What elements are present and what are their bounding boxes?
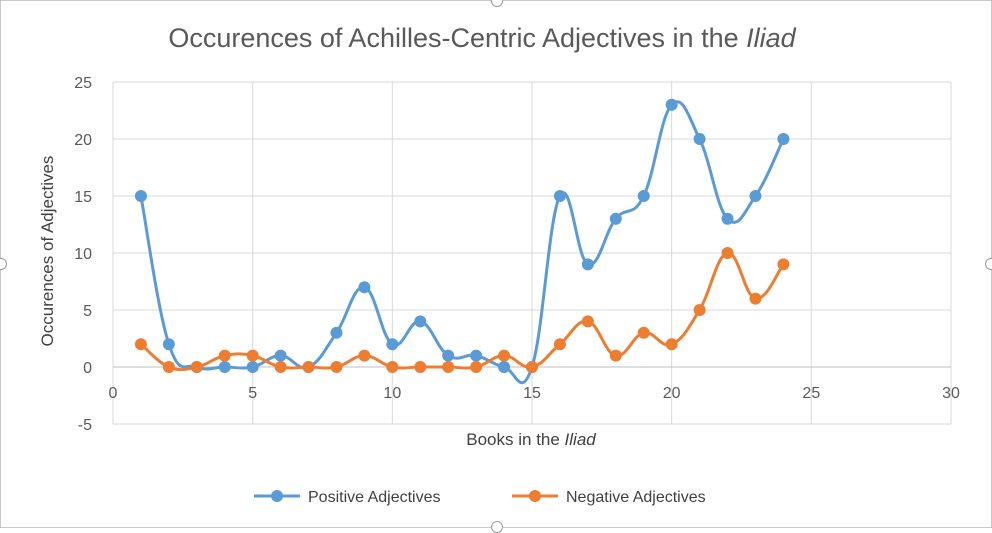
y-axis-title: Occurences of Adjectives [38, 156, 57, 347]
data-point [274, 361, 287, 373]
data-point [665, 98, 678, 111]
x-tick-label: 5 [248, 385, 257, 402]
data-point [246, 349, 259, 362]
y-tick-label: 5 [83, 303, 92, 320]
x-axis-ticks: 0 5 10 15 20 25 30 [109, 385, 960, 402]
resize-handle-bottom[interactable] [491, 521, 503, 533]
data-point [358, 349, 371, 362]
y-tick-label: 0 [83, 360, 92, 377]
y-tick-label: 15 [74, 189, 92, 206]
data-point [190, 361, 203, 373]
x-tick-label: 15 [523, 385, 541, 402]
series-line-positive-adjectives [139, 100, 785, 385]
data-point [581, 315, 594, 328]
data-point [749, 190, 762, 202]
data-point [330, 361, 343, 373]
data-point [637, 326, 650, 339]
data-point [470, 361, 483, 373]
data-point [358, 281, 371, 294]
data-point [749, 292, 762, 305]
data-point [414, 361, 427, 373]
y-tick-label: 25 [74, 75, 92, 92]
data-point [721, 212, 734, 225]
data-point [134, 190, 147, 202]
data-point [581, 258, 594, 271]
chart-title: Occurences of Achilles-Centric Adjective… [168, 23, 796, 53]
data-point [246, 361, 259, 373]
data-point [498, 349, 511, 362]
y-tick-label: 20 [74, 132, 92, 149]
y-tick-label: -5 [78, 417, 92, 434]
data-point [218, 349, 231, 362]
data-point [553, 190, 566, 202]
x-axis-title: Books in the Iliad [466, 430, 596, 449]
data-point [274, 349, 287, 362]
data-point [609, 212, 622, 225]
data-point [693, 133, 706, 145]
legend-label: Negative Adjectives [566, 489, 706, 506]
x-tick-label: 10 [383, 385, 401, 402]
series-negative-adjectives [134, 247, 790, 373]
data-point [162, 361, 175, 373]
x-tick-label: 25 [802, 385, 820, 402]
x-tick-label: 0 [109, 385, 118, 402]
data-point [442, 361, 455, 373]
data-point [470, 349, 483, 362]
resize-handle-right[interactable] [985, 258, 992, 270]
data-point [134, 338, 147, 351]
data-point [218, 361, 231, 373]
data-point [777, 258, 790, 271]
legend: Positive Adjectives Negative Adjectives [254, 489, 706, 506]
data-point [498, 361, 511, 373]
data-point [526, 361, 538, 373]
y-tick-label: 10 [74, 246, 92, 263]
data-point [777, 133, 790, 145]
data-point [693, 304, 706, 316]
data-point [386, 338, 399, 351]
series-line-negative-adjectives [139, 251, 785, 372]
x-tick-label: 30 [942, 385, 960, 402]
data-point [330, 326, 343, 339]
data-point [302, 361, 315, 373]
legend-swatch-marker [271, 490, 283, 502]
data-point [721, 247, 734, 259]
legend-swatch-marker [529, 490, 541, 502]
legend-item: Negative Adjectives [512, 489, 706, 506]
data-point [442, 349, 455, 362]
x-tick-label: 20 [663, 385, 681, 402]
y-axis-ticks: -5 0 5 10 15 20 25 [74, 75, 92, 434]
data-point [162, 338, 175, 351]
data-point [553, 338, 566, 351]
data-point [637, 190, 650, 202]
data-point [609, 349, 622, 362]
data-point [665, 338, 678, 351]
legend-label: Positive Adjectives [308, 489, 441, 506]
data-point [414, 315, 427, 328]
legend-item: Positive Adjectives [254, 489, 441, 506]
series-layer [134, 98, 790, 385]
data-point [386, 361, 399, 373]
series-positive-adjectives [134, 98, 790, 385]
